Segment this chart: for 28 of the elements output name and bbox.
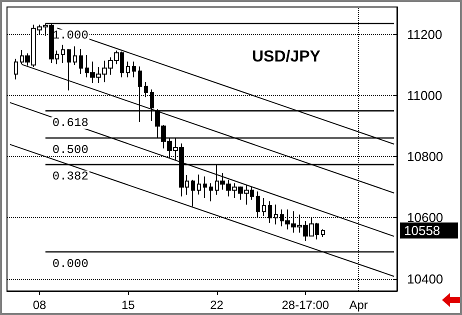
series-label: 1.000 bbox=[52, 28, 88, 42]
candlestick bbox=[14, 58, 18, 80]
text: 10558 bbox=[404, 223, 440, 238]
series-label: 0.382 bbox=[52, 170, 88, 184]
candlestick bbox=[73, 46, 77, 66]
series-label: 0.618 bbox=[52, 116, 88, 130]
candlestick bbox=[197, 174, 201, 195]
candlestick bbox=[203, 176, 207, 198]
candlestick bbox=[61, 44, 65, 64]
x-tick-label: Apr bbox=[349, 298, 368, 312]
x-tick-label: 22 bbox=[210, 298, 224, 312]
candlestick bbox=[209, 182, 213, 202]
candlestick bbox=[191, 179, 195, 207]
candlestick bbox=[79, 48, 83, 74]
candlestick bbox=[126, 61, 130, 78]
candlestick bbox=[321, 228, 325, 238]
text: USD/JPY bbox=[252, 48, 321, 66]
y-tick-label: 10800 bbox=[407, 149, 444, 164]
candlestick bbox=[132, 61, 136, 78]
x-tick-label: 08 bbox=[32, 298, 46, 312]
series-label: 0.000 bbox=[52, 256, 88, 271]
x-tick-label: 15 bbox=[121, 298, 136, 312]
y-tick-label: 11000 bbox=[407, 88, 442, 104]
y-tick-label: 10400 bbox=[407, 271, 444, 286]
y-tick-label: 10600 bbox=[407, 210, 444, 226]
series-label: 0.500 bbox=[52, 143, 88, 158]
y-tick-label: 11200 bbox=[407, 26, 442, 42]
x-tick-label: 28-17:00 bbox=[282, 298, 330, 312]
